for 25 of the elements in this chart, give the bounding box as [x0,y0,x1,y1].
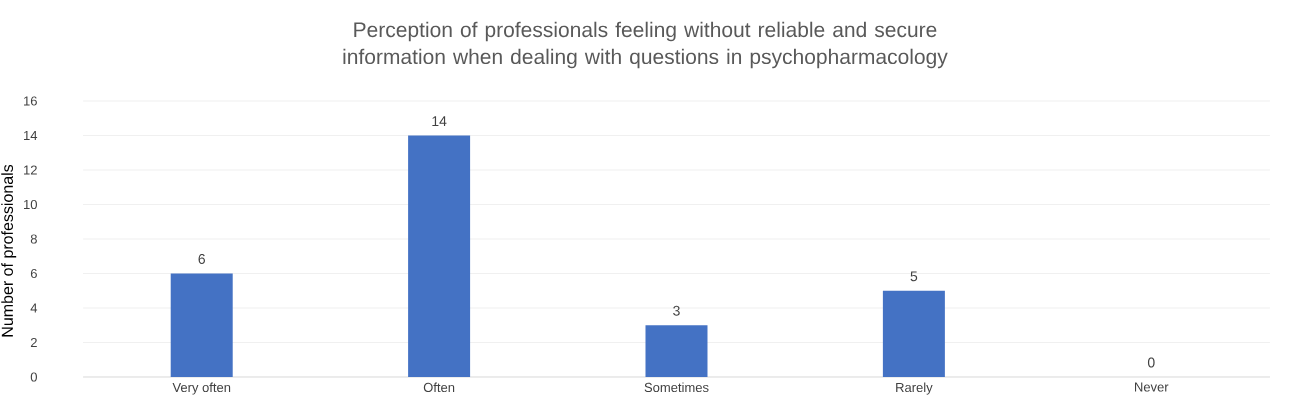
x-tick-label: Very often [172,382,231,395]
y-tick-label: 16 [24,96,37,106]
data-label: 6 [198,254,205,264]
bar [645,325,708,377]
data-label: 3 [673,305,680,316]
x-tick-label: Rarely [896,382,933,395]
y-axis-title: Number of professionals [1,164,17,337]
y-tick-label: 10 [24,199,37,210]
y-tick-label: 14 [24,131,38,140]
x-tick-label: Never [1135,382,1169,392]
y-tick-label: 8 [30,234,37,244]
data-label: 5 [910,271,918,282]
y-tick-label: 6 [30,268,37,279]
chart-title: Perception of professionals feeling without reliable and secure information when dealing with questions in psychopharmacology [343,21,948,69]
y-tick-label: 0 [30,372,37,382]
y-tick-label: 4 [30,303,38,313]
bar [882,290,945,377]
y-tick-label: 2 [30,337,37,348]
x-tick-label: Sometimes [644,382,709,393]
bar [170,273,233,377]
x-tick-label: Often [423,382,455,393]
data-label: 14 [432,116,447,126]
y-tick-label: 12 [24,165,37,175]
bar [408,135,471,377]
data-label: 0 [1147,357,1155,368]
